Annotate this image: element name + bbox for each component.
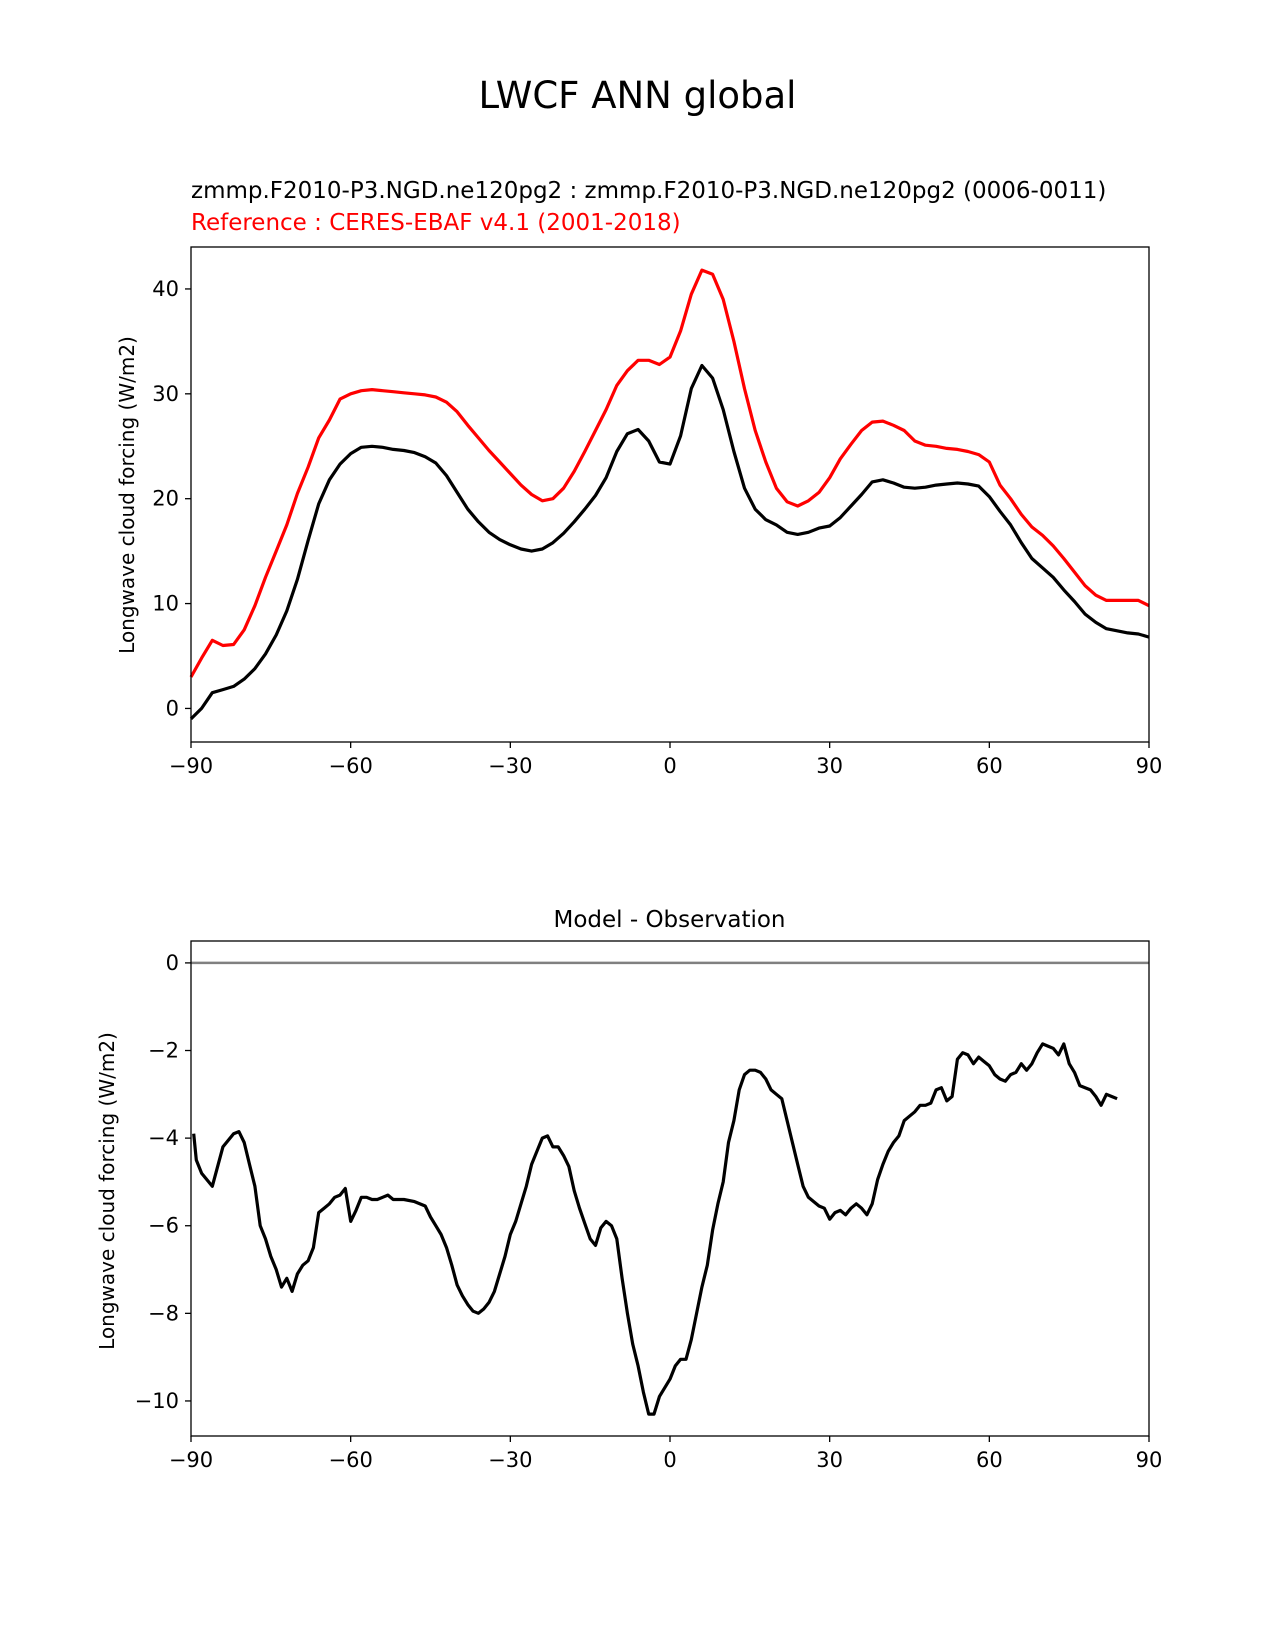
p1-x-tick-label: 30 (816, 1448, 843, 1472)
p0-x-tick-label: 0 (663, 754, 676, 778)
p1-y-tick-label: −10 (135, 1389, 179, 1413)
bottom-panel-title: Model - Observation (553, 907, 785, 933)
bottom-panel-ylabel: Longwave cloud forcing (W/m2) (95, 1032, 119, 1350)
p0-series-line-1 (189, 363, 1150, 721)
p0-y-tick-label: 0 (166, 696, 179, 720)
p0-y-tick-label: 30 (152, 382, 179, 406)
top-panel-title-test: zmmp.F2010-P3.NGD.ne120pg2 : zmmp.F2010-… (191, 178, 1106, 204)
p1-x-tick-label: 0 (663, 1448, 676, 1472)
figure-title: LWCF ANN global (479, 74, 797, 117)
p0-x-tick-label: −90 (169, 754, 213, 778)
p1-axes-frame (190, 940, 1150, 1437)
p0-y-tick-label: 20 (152, 487, 179, 511)
p0-x-tick-label: 90 (1136, 754, 1163, 778)
p0-y-tick-label: 10 (152, 592, 179, 616)
p0-x-tick-label: 60 (976, 754, 1003, 778)
p1-y-tick-label: −4 (148, 1126, 179, 1150)
p0-series-line-0 (189, 268, 1150, 678)
top-panel-ylabel: Longwave cloud forcing (W/m2) (115, 336, 139, 654)
p0-x-tick-label: 30 (816, 754, 843, 778)
p0-y-tick-label: 40 (152, 277, 179, 301)
p0-x-tick-label: −60 (329, 754, 373, 778)
p1-x-tick-label: −60 (329, 1448, 373, 1472)
p1-series-line-0 (192, 1042, 1118, 1416)
top-panel-title-reference: Reference : CERES-EBAF v4.1 (2001-2018) (191, 210, 681, 236)
p0-x-tick-label: −30 (488, 754, 532, 778)
p1-x-tick-label: −90 (169, 1448, 213, 1472)
p1-x-tick-label: 90 (1136, 1448, 1163, 1472)
p1-y-tick-label: 0 (166, 951, 179, 975)
bottom-panel: Model - Observation Longwave cloud forci… (95, 907, 1162, 1472)
top-panel: zmmp.F2010-P3.NGD.ne120pg2 : zmmp.F2010-… (115, 178, 1162, 778)
p1-x-tick-label: 60 (976, 1448, 1003, 1472)
p1-y-tick-label: −2 (148, 1039, 179, 1063)
p1-y-tick-label: −6 (148, 1214, 179, 1238)
p1-y-tick-label: −8 (148, 1301, 179, 1325)
p1-x-tick-label: −30 (488, 1448, 532, 1472)
